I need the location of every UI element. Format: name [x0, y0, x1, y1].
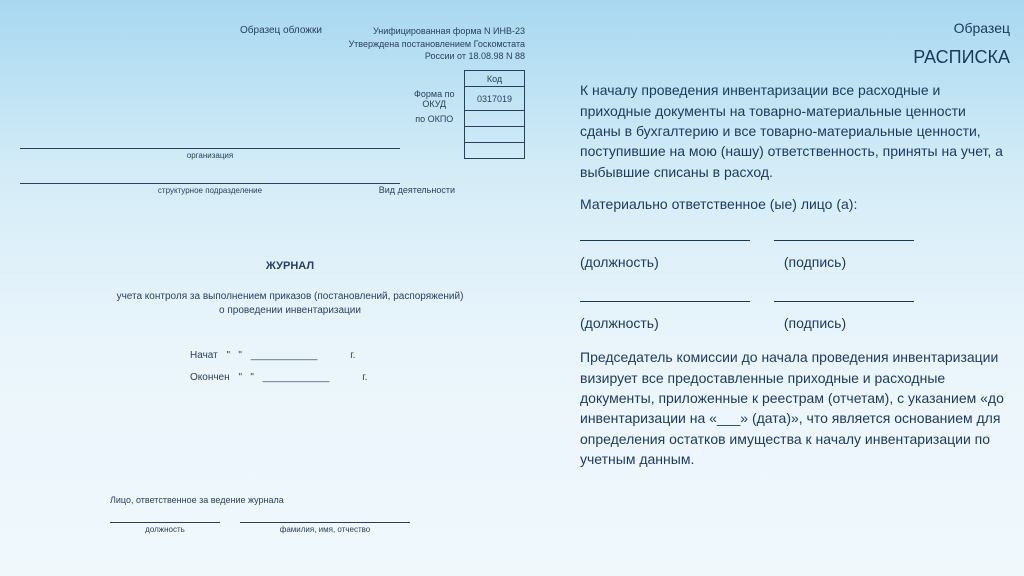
signature-underline-2 — [774, 288, 914, 302]
date-ended-row: Окончен " " ____________ г. — [190, 367, 367, 389]
position-caption: должность — [110, 525, 220, 534]
position-label-2: (должность) — [580, 313, 780, 333]
right-header: Образец — [580, 18, 1010, 38]
name-line — [240, 511, 410, 523]
okud-label: Форма по ОКУД — [405, 87, 465, 111]
date-started-label: Начат — [190, 350, 218, 361]
right-para1: К началу проведения инвентаризации все р… — [580, 80, 1010, 181]
okud-value: 0317019 — [465, 87, 525, 111]
position-underline-2 — [580, 288, 750, 302]
signature-underline-1 — [774, 227, 914, 241]
form-header-line2: Утверждена постановлением Госкомстата — [348, 38, 525, 51]
name-caption: фамилия, имя, отчество — [240, 525, 410, 534]
responsible-block: Лицо, ответственное за ведение журнала д… — [110, 495, 410, 534]
journal-title: ЖУРНАЛ — [20, 260, 560, 272]
okpo-label: по ОКПО — [405, 111, 465, 127]
right-title: РАСПИСКА — [580, 44, 1010, 70]
date-year-suffix-2: г. — [362, 372, 367, 383]
signature-label-2: (подпись) — [784, 315, 846, 331]
right-text-panel: Образец РАСПИСКА К началу проведения инв… — [580, 18, 1010, 481]
form-header: Унифицированная форма N ИНВ-23 Утвержден… — [348, 25, 525, 63]
journal-subtitle-line2: о проведении инвентаризации — [20, 304, 560, 318]
subdiv-field — [20, 170, 400, 184]
activity-label: Вид деятельности — [379, 185, 455, 195]
date-started-row: Начат " " ____________ г. — [190, 345, 367, 367]
cover-sample-label: Образец обложки — [240, 25, 322, 36]
code-table: Код Форма по ОКУД 0317019 по ОКПО — [405, 70, 526, 159]
sign-labels-2: (должность) (подпись) — [580, 313, 1010, 333]
date-year-suffix-1: г. — [350, 350, 355, 361]
org-caption: организация — [20, 151, 400, 160]
dates-block: Начат " " ____________ г. Окончен " " __… — [190, 345, 367, 389]
signature-label-1: (подпись) — [784, 254, 846, 270]
position-label-1: (должность) — [580, 252, 780, 272]
responsible-label: Лицо, ответственное за ведение журнала — [110, 495, 410, 505]
form-header-line3: России от 18.08.98 N 88 — [348, 50, 525, 63]
right-para2: Материально ответственное (ые) лицо (а): — [580, 194, 1010, 214]
org-field — [20, 135, 400, 149]
sign-row-1 — [580, 226, 1010, 246]
journal-subtitle: учета контроля за выполнением приказов (… — [20, 290, 560, 318]
position-underline-1 — [580, 227, 750, 241]
form-header-line1: Унифицированная форма N ИНВ-23 — [348, 25, 525, 38]
okpo-value — [465, 111, 525, 127]
sign-row-2 — [580, 287, 1010, 307]
org-fields: организация структурное подразделение — [20, 135, 400, 205]
right-para3: Председатель комиссии до начала проведен… — [580, 347, 1010, 469]
date-ended-label: Окончен — [190, 372, 230, 383]
code-header: Код — [465, 71, 525, 87]
journal-subtitle-line1: учета контроля за выполнением приказов (… — [20, 290, 560, 304]
position-line — [110, 511, 220, 523]
sign-labels-1: (должность) (подпись) — [580, 252, 1010, 272]
subdiv-caption: структурное подразделение — [20, 186, 400, 195]
